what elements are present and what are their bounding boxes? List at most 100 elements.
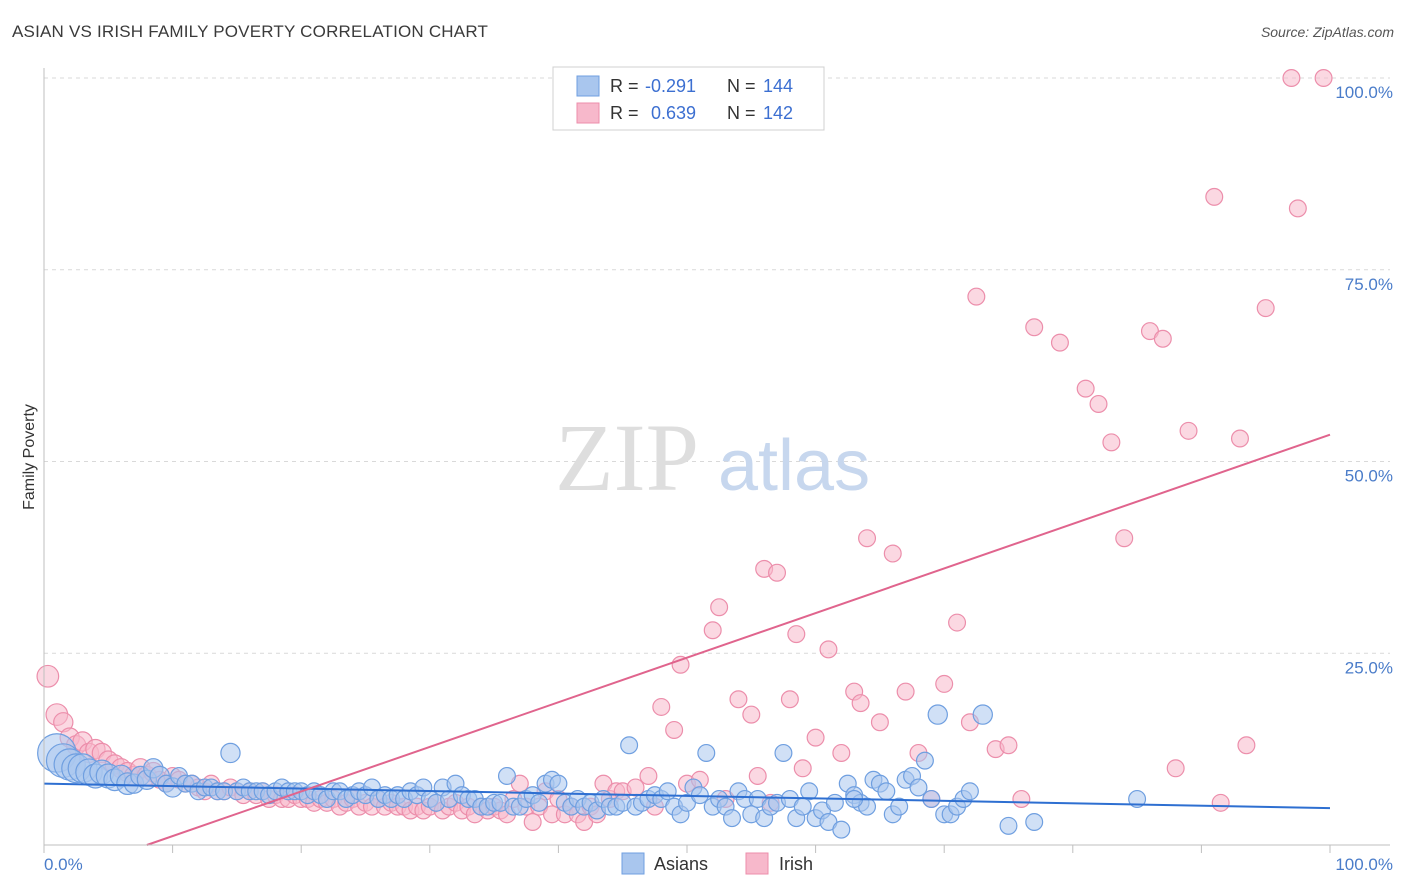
asian-point [825, 793, 844, 812]
irish-point [1153, 329, 1172, 348]
irish-point [832, 743, 851, 762]
irish-point [523, 812, 542, 831]
asian-point [620, 736, 639, 755]
chart-title: ASIAN VS IRISH FAMILY POVERTY CORRELATIO… [12, 22, 489, 41]
grid-lines [44, 77, 1390, 654]
y-tick-label: 50.0% [1345, 467, 1393, 486]
asian-point [890, 797, 909, 816]
irish-point [1012, 789, 1031, 808]
asian-point [549, 774, 568, 793]
watermark-atlas: atlas [718, 426, 870, 506]
asian-point [497, 766, 516, 785]
irish-point [1166, 759, 1185, 778]
irish-point [1076, 379, 1095, 398]
tick-labels: 25.0% 50.0% 75.0% 100.0% 0.0% 100.0% [44, 83, 1393, 874]
legend-asian-swatch [576, 75, 600, 97]
y-tick-label: 75.0% [1345, 275, 1393, 294]
irish-trend-line [146, 433, 1331, 846]
irish-point [967, 287, 986, 306]
x-tick-label: 0.0% [44, 855, 83, 874]
y-tick-label: 100.0% [1335, 83, 1393, 102]
irish-point [768, 563, 787, 582]
axes [43, 68, 1390, 853]
irish-point [710, 598, 729, 617]
asian-point [800, 782, 819, 801]
irish-point [639, 766, 658, 785]
y-tick-label: 25.0% [1345, 658, 1393, 677]
irish-point [858, 529, 877, 548]
x-tick-label: 100.0% [1335, 855, 1393, 874]
irish-point [1230, 429, 1249, 448]
irish-point [935, 674, 954, 693]
irish-point [819, 640, 838, 659]
irish-point [1102, 433, 1121, 452]
asian-point [774, 743, 793, 762]
legend-irish-swatch [576, 102, 600, 124]
asian-point [697, 743, 716, 762]
correlation-legend: R = -0.291 N = 144 R = 0.639 N = 142 [552, 66, 825, 131]
irish-point [806, 728, 825, 747]
asian-point [658, 782, 677, 801]
irish-point [1205, 187, 1224, 206]
irish-point [1314, 68, 1333, 87]
irish-point [999, 736, 1018, 755]
legend-irish-r-label: R = [610, 103, 639, 123]
legend-irish-label: Irish [779, 854, 813, 874]
irish-point [948, 613, 967, 632]
irish-point [1050, 333, 1069, 352]
asian-trend-line [43, 782, 1331, 810]
irish-point [748, 766, 767, 785]
legend-asian-n-label: N = [727, 76, 756, 96]
legend-irish-n-value: 142 [763, 103, 793, 123]
irish-point [729, 690, 748, 709]
irish-point [1179, 421, 1198, 440]
irish-point [883, 544, 902, 563]
asian-point [960, 782, 979, 801]
asian-point [723, 809, 742, 828]
legend-asians-swatch [621, 852, 645, 875]
irish-point [780, 690, 799, 709]
asian-point [1025, 812, 1044, 831]
asian-point [999, 816, 1018, 835]
irish-point [36, 664, 60, 688]
irish-point [870, 713, 889, 732]
irish-point [787, 625, 806, 644]
irish-point [1025, 318, 1044, 337]
irish-point [665, 720, 684, 739]
legend-asian-r-value: -0.291 [645, 76, 696, 96]
irish-point [742, 705, 761, 724]
asian-point [832, 820, 851, 839]
asian-point [915, 751, 934, 770]
asian-point [530, 793, 549, 812]
legend-asian-r-label: R = [610, 76, 639, 96]
source-credit: Source: ZipAtlas.com [1260, 24, 1394, 40]
series-legend: Asians Irish [621, 852, 813, 875]
irish-point [1237, 736, 1256, 755]
irish-point [1115, 529, 1134, 548]
irish-point [1282, 68, 1301, 87]
trend-lines [43, 433, 1331, 846]
legend-asians-label: Asians [654, 854, 708, 874]
legend-irish-n-label: N = [727, 103, 756, 123]
asian-point [1128, 789, 1147, 808]
watermark-zip: ZIP [555, 404, 699, 511]
irish-point [1288, 199, 1307, 218]
legend-asian-n-value: 144 [763, 76, 793, 96]
asian-points [37, 704, 1147, 839]
asian-point [909, 778, 928, 797]
asian-point [922, 789, 941, 808]
legend-irish-swatch-bottom [745, 852, 769, 875]
y-axis-label: Family Poverty [21, 404, 38, 510]
irish-point [703, 621, 722, 640]
asian-point [220, 742, 241, 764]
asian-point [972, 704, 993, 725]
legend-irish-r-value: 0.639 [651, 103, 696, 123]
irish-point [1211, 793, 1230, 812]
irish-point [1256, 299, 1275, 318]
irish-point [793, 759, 812, 778]
asian-point [927, 704, 948, 725]
irish-point [896, 682, 915, 701]
irish-point [851, 694, 870, 713]
asian-point [877, 782, 896, 801]
